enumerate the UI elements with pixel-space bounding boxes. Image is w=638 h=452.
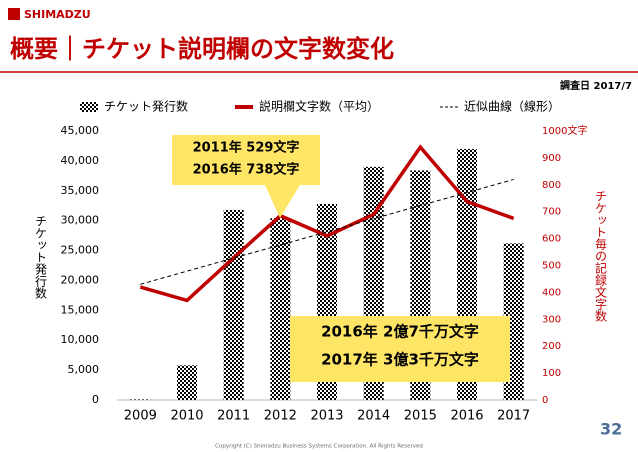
x-tick-label: 2015 [404, 409, 437, 424]
page-number: 32 [600, 420, 622, 439]
y-tick-label: 5,000 [68, 363, 100, 376]
annotation: 2016年 738文字 [193, 162, 300, 178]
y-tick-label: 15,000 [61, 303, 100, 316]
y-tick-label: 0 [92, 393, 99, 406]
y2-tick-label: 100 [542, 368, 561, 379]
y2-axis-label: チケット毎の記録文字数 [594, 190, 608, 323]
x-tick-label: 2013 [310, 409, 343, 424]
y-tick-label: 10,000 [61, 333, 100, 346]
y2-tick-label: 0 [542, 395, 548, 406]
date-label: 調査日 [560, 79, 590, 92]
annotation: 2011年 529文字 [193, 140, 300, 156]
x-tick-label: 2014 [357, 409, 390, 424]
x-tick-label: 2012 [264, 409, 297, 424]
y2-tick-label: 1000文字 [542, 124, 587, 137]
line [139, 144, 515, 303]
x-tick-label: 2009 [124, 409, 157, 424]
y-axis-label: チケット発行数 [34, 215, 48, 300]
callout [172, 135, 320, 218]
logo: SHIMADZU [24, 8, 91, 21]
trend-line [140, 178, 514, 285]
logo-mark [8, 8, 20, 20]
annotation: 2016年 2億7千万文字 [321, 323, 479, 341]
y2-tick-label: 400 [542, 287, 561, 298]
y2-tick-label: 700 [542, 207, 561, 218]
y-tick-label: 30,000 [61, 214, 100, 227]
legend-swatch [80, 102, 98, 112]
y-tick-label: 25,000 [61, 244, 100, 257]
y2-tick-label: 500 [542, 261, 561, 272]
y2-tick-label: 200 [542, 341, 561, 352]
date: 2017/7 [594, 81, 632, 92]
y-tick-label: 40,000 [61, 154, 100, 167]
bar [177, 365, 197, 400]
y-tick-label: 20,000 [61, 273, 100, 286]
x-tick-label: 2010 [170, 409, 203, 424]
y-tick-label: 45,000 [61, 124, 100, 137]
annotation: 2017年 3億3千万文字 [321, 351, 479, 369]
y-tick-label: 35,000 [61, 184, 100, 197]
y2-tick-label: 900 [542, 153, 561, 164]
x-tick-label: 2017 [497, 409, 530, 424]
legend-label: 近似曲線（線形） [464, 99, 560, 114]
x-tick-label: 2011 [217, 409, 250, 424]
y2-tick-label: 800 [542, 180, 561, 191]
callout [290, 316, 510, 382]
bar [270, 218, 291, 400]
y2-tick-label: 300 [542, 314, 561, 325]
title: 概要｜チケット説明欄の文字数変化 [10, 35, 394, 63]
x-tick-label: 2016 [450, 409, 483, 424]
bar [223, 209, 244, 400]
y2-tick-label: 600 [542, 234, 561, 245]
bar [130, 399, 151, 400]
legend-label: チケット発行数 [104, 99, 188, 114]
legend-label: 説明欄文字数（平均） [259, 99, 379, 114]
copyright: Copyright (C) Shimadzu Business Systems … [215, 444, 423, 450]
